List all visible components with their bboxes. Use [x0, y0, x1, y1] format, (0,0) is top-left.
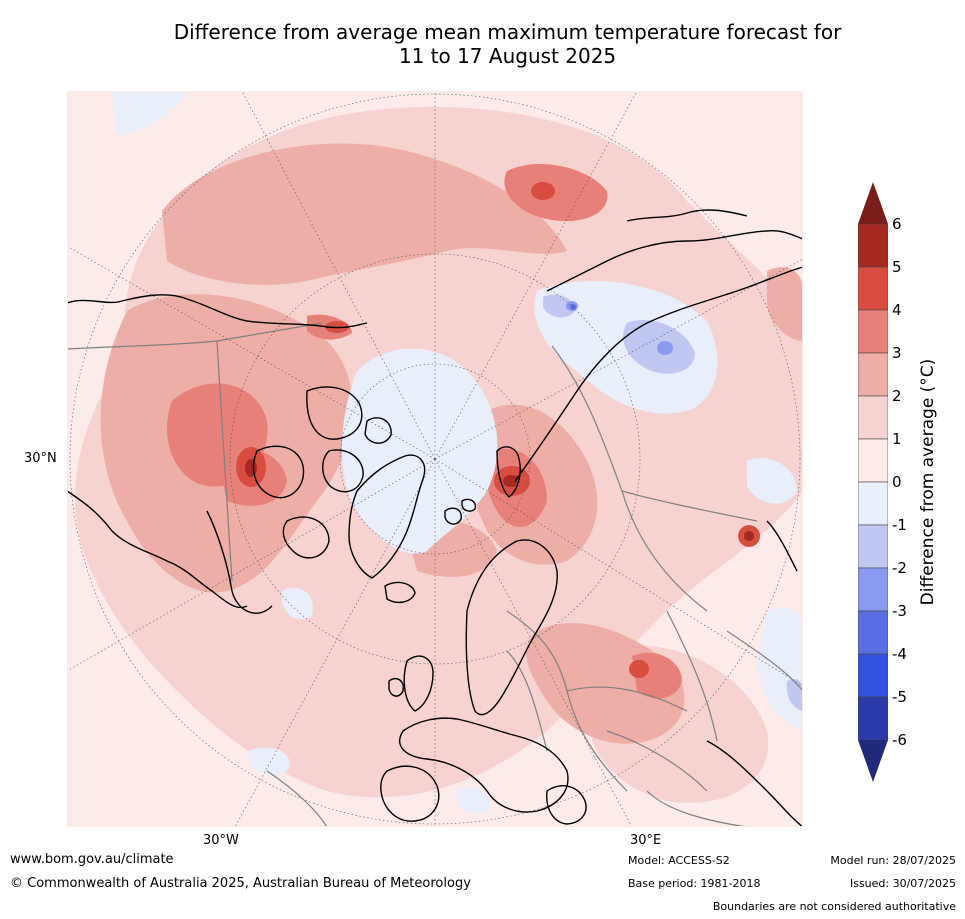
title-line-2: 11 to 17 August 2025 — [398, 44, 617, 68]
colorbar-tick-label: -3 — [892, 602, 907, 620]
title-line-1: Difference from average mean maximum tem… — [173, 20, 842, 44]
colorbar-segment — [857, 438, 889, 483]
country-borders — [67, 322, 803, 827]
colorbar-tick-label: -1 — [892, 516, 907, 534]
longitude-label-30e: 30°E — [630, 833, 662, 848]
colorbar-segment — [857, 481, 889, 526]
colorbar-tick-label: 0 — [892, 473, 902, 491]
longitude-label-30w: 30°W — [203, 833, 239, 848]
graticule — [67, 91, 803, 827]
colorbar-tick-label: 3 — [892, 344, 902, 362]
map-svg — [67, 91, 803, 827]
anomaly-2-3-regions — [100, 143, 803, 744]
footer-model-run: Model run: 28/07/2025 — [830, 854, 956, 867]
footer-base-period: Base period: 1981-2018 — [628, 877, 761, 890]
coastlines — [67, 209, 803, 827]
forecast-map — [67, 91, 803, 827]
footer-issued: Issued: 30/07/2025 — [849, 877, 956, 890]
colorbar-tick-label: 6 — [892, 215, 902, 233]
map-frame — [67, 91, 803, 827]
colorbar-label: Difference from average (°C) — [918, 358, 938, 606]
colorbar — [857, 182, 889, 782]
colorbar-tick-label: -5 — [892, 688, 907, 706]
colorbar-segment — [857, 309, 889, 354]
colorbar-segment — [857, 266, 889, 311]
colorbar-extend-high — [858, 182, 888, 224]
colorbar-tick-label: 2 — [892, 387, 902, 405]
colorbar-segment — [857, 653, 889, 698]
latitude-label-30n: 30°N — [24, 451, 57, 466]
colorbar-extend-low — [858, 740, 888, 782]
colorbar-segment — [857, 567, 889, 612]
colorbar-tick-label: 4 — [892, 301, 902, 319]
colorbar-segment — [857, 223, 889, 268]
colorbar-segment — [857, 395, 889, 440]
colorbar-svg — [857, 182, 889, 782]
footer-model: Model: ACCESS-S2 — [628, 854, 730, 867]
colorbar-tick-label: 1 — [892, 430, 902, 448]
footer-disclaimer: Boundaries are not considered authoritat… — [712, 900, 956, 913]
footer-copyright: © Commonwealth of Australia 2025, Austra… — [10, 876, 471, 891]
footer-website: www.bom.gov.au/climate — [10, 852, 174, 867]
colorbar-tick-label: 5 — [892, 258, 902, 276]
colorbar-segment — [857, 524, 889, 569]
colorbar-segment — [857, 352, 889, 397]
map-title: Difference from average mean maximum tem… — [60, 20, 955, 68]
colorbar-segment — [857, 696, 889, 741]
colorbar-tick-label: -4 — [892, 645, 907, 663]
colorbar-tick-label: -2 — [892, 559, 907, 577]
colorbar-segment — [857, 610, 889, 655]
colorbar-tick-label: -6 — [892, 731, 907, 749]
